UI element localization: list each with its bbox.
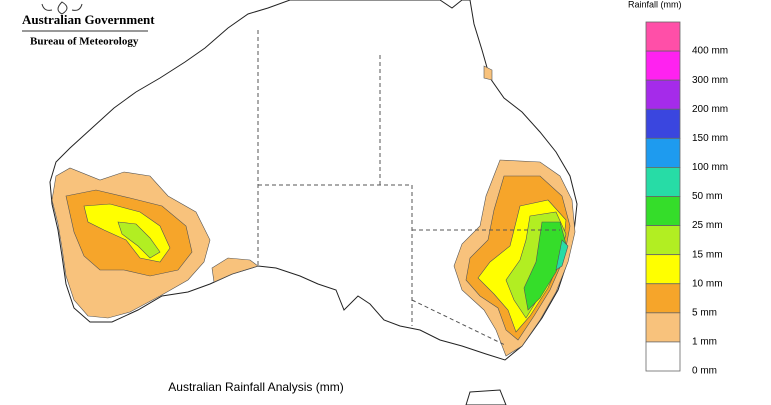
map-title: Australian Rainfall Analysis (mm) <box>168 380 343 394</box>
bureau-name: Bureau of Meteorology <box>30 36 139 48</box>
legend-label: 100 mm <box>692 162 728 173</box>
legend-label: 150 mm <box>692 133 728 144</box>
legend-swatch <box>645 196 681 226</box>
legend-swatch <box>645 79 681 110</box>
legend-swatch <box>645 50 681 81</box>
legend-label: 200 mm <box>692 104 728 115</box>
legend-swatch <box>645 225 681 256</box>
state-borders <box>257 30 560 346</box>
rain-west-15mm <box>117 221 161 259</box>
legend-label: 300 mm <box>692 75 728 86</box>
legend-label: 25 mm <box>692 220 723 231</box>
legend-swatch <box>645 283 681 314</box>
legend-swatch <box>645 137 681 168</box>
legend-swatch <box>645 341 681 372</box>
legend-label: 1 mm <box>692 337 717 348</box>
legend-label: 0 mm <box>692 366 717 377</box>
legend-swatch <box>645 21 681 52</box>
legend-swatch <box>645 254 681 285</box>
crest <box>41 1 83 15</box>
legend: 400 mm 300 mm 200 mm 150 mm 100 mm 50 mm 25 mm… <box>645 21 728 377</box>
legend-label: 5 mm <box>692 307 717 318</box>
rain-east-25mm <box>523 221 567 311</box>
agency-name: Australian Government <box>22 12 155 27</box>
legend-swatch <box>645 108 681 139</box>
legend-label: 10 mm <box>692 278 723 289</box>
legend-label: 50 mm <box>692 191 723 202</box>
legend-swatch <box>645 312 681 343</box>
tasmania <box>465 389 507 405</box>
legend-label: 15 mm <box>692 249 723 260</box>
rain-qld-coast <box>483 65 493 81</box>
rain-east-50mm <box>555 239 569 271</box>
legend-title: Rainfall (mm) <box>628 0 682 9</box>
legend-label: 400 mm <box>692 46 728 57</box>
rain-bight <box>211 257 259 283</box>
legend-swatch <box>645 167 681 197</box>
